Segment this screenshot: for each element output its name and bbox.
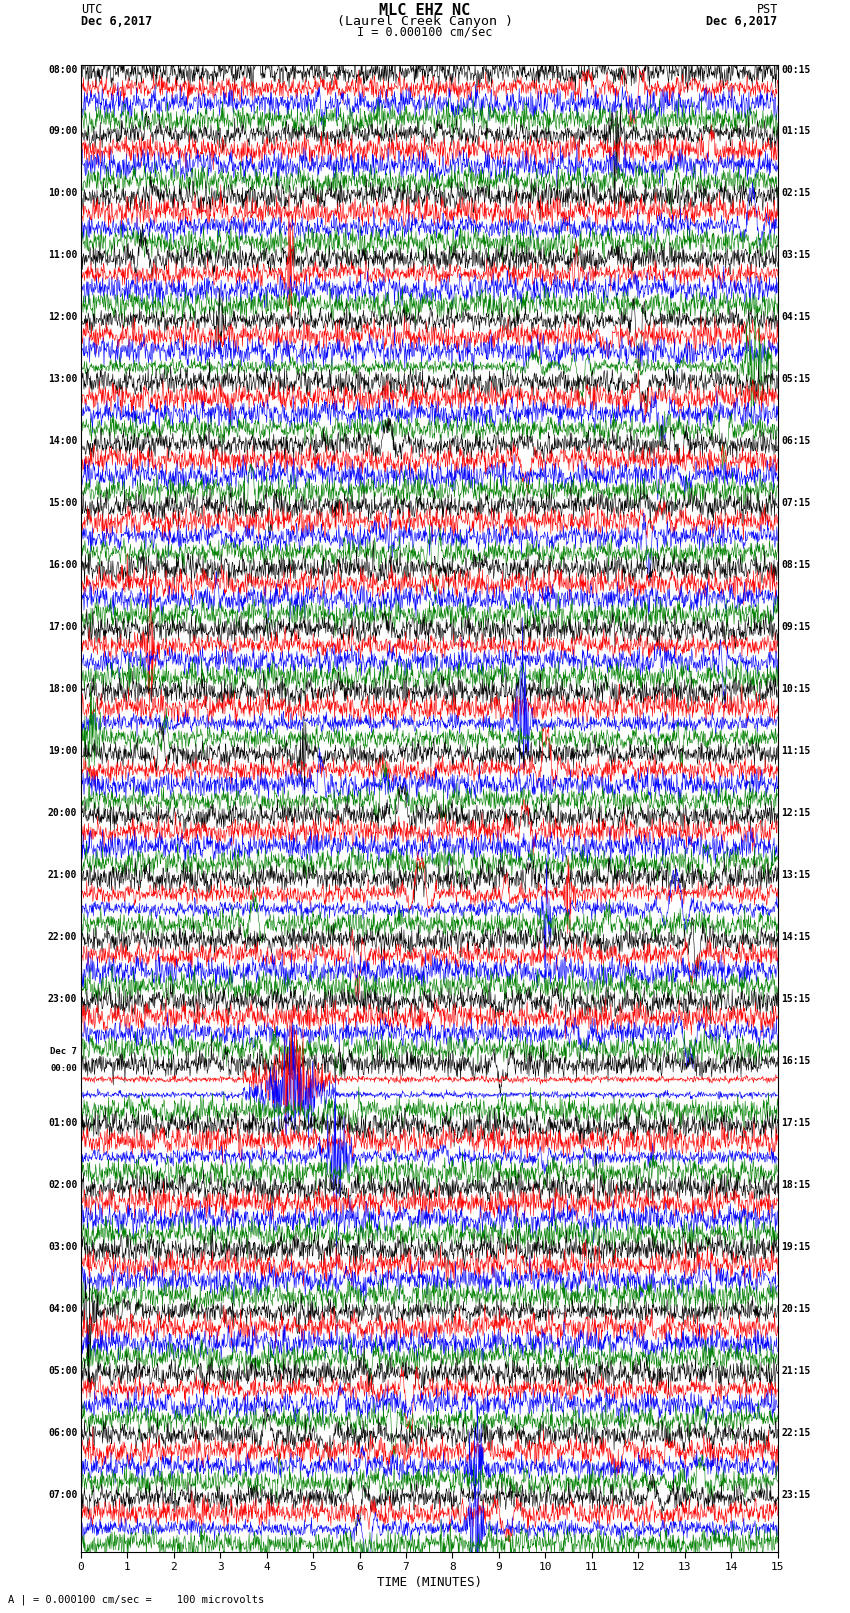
Text: I = 0.000100 cm/sec: I = 0.000100 cm/sec <box>357 26 493 39</box>
Text: 08:15: 08:15 <box>781 560 811 571</box>
Text: 03:15: 03:15 <box>781 250 811 260</box>
Text: 14:15: 14:15 <box>781 932 811 942</box>
Text: 16:00: 16:00 <box>48 560 77 571</box>
Text: 23:15: 23:15 <box>781 1490 811 1500</box>
Text: 00:15: 00:15 <box>781 65 811 74</box>
Text: PST: PST <box>756 3 778 16</box>
Text: 15:00: 15:00 <box>48 498 77 508</box>
Text: 18:15: 18:15 <box>781 1181 811 1190</box>
Text: 08:00: 08:00 <box>48 65 77 74</box>
Text: 15:15: 15:15 <box>781 994 811 1003</box>
Text: 02:00: 02:00 <box>48 1181 77 1190</box>
Text: 11:15: 11:15 <box>781 747 811 756</box>
Text: 20:15: 20:15 <box>781 1303 811 1315</box>
Text: Dec 7: Dec 7 <box>50 1047 77 1057</box>
Text: 06:15: 06:15 <box>781 436 811 447</box>
Text: 06:00: 06:00 <box>48 1428 77 1437</box>
Text: 16:15: 16:15 <box>781 1057 811 1066</box>
Text: 07:00: 07:00 <box>48 1490 77 1500</box>
Text: UTC: UTC <box>81 3 102 16</box>
Text: 09:00: 09:00 <box>48 126 77 137</box>
Text: 23:00: 23:00 <box>48 994 77 1003</box>
Text: 03:00: 03:00 <box>48 1242 77 1252</box>
Text: 20:00: 20:00 <box>48 808 77 818</box>
Text: Dec 6,2017: Dec 6,2017 <box>81 15 152 27</box>
Text: 22:15: 22:15 <box>781 1428 811 1437</box>
Text: 11:00: 11:00 <box>48 250 77 260</box>
Text: 02:15: 02:15 <box>781 189 811 198</box>
Text: 17:00: 17:00 <box>48 623 77 632</box>
Text: 18:00: 18:00 <box>48 684 77 694</box>
Text: 07:15: 07:15 <box>781 498 811 508</box>
Text: 19:15: 19:15 <box>781 1242 811 1252</box>
Text: 21:00: 21:00 <box>48 869 77 881</box>
Text: 10:00: 10:00 <box>48 189 77 198</box>
Text: 01:15: 01:15 <box>781 126 811 137</box>
Text: 01:00: 01:00 <box>48 1118 77 1127</box>
Text: 19:00: 19:00 <box>48 747 77 756</box>
Text: 04:00: 04:00 <box>48 1303 77 1315</box>
Text: 13:15: 13:15 <box>781 869 811 881</box>
Text: 00:00: 00:00 <box>50 1063 77 1073</box>
Text: 04:15: 04:15 <box>781 313 811 323</box>
Text: MLC EHZ NC: MLC EHZ NC <box>379 3 471 18</box>
Text: 12:00: 12:00 <box>48 313 77 323</box>
Text: 05:15: 05:15 <box>781 374 811 384</box>
Text: 10:15: 10:15 <box>781 684 811 694</box>
Text: 14:00: 14:00 <box>48 436 77 447</box>
Text: 21:15: 21:15 <box>781 1366 811 1376</box>
X-axis label: TIME (MINUTES): TIME (MINUTES) <box>377 1576 482 1589</box>
Text: 22:00: 22:00 <box>48 932 77 942</box>
Text: 09:15: 09:15 <box>781 623 811 632</box>
Text: Dec 6,2017: Dec 6,2017 <box>706 15 778 27</box>
Text: 13:00: 13:00 <box>48 374 77 384</box>
Text: (Laurel Creek Canyon ): (Laurel Creek Canyon ) <box>337 15 513 27</box>
Text: 12:15: 12:15 <box>781 808 811 818</box>
Text: 17:15: 17:15 <box>781 1118 811 1127</box>
Text: 05:00: 05:00 <box>48 1366 77 1376</box>
Text: A | = 0.000100 cm/sec =    100 microvolts: A | = 0.000100 cm/sec = 100 microvolts <box>8 1594 264 1605</box>
